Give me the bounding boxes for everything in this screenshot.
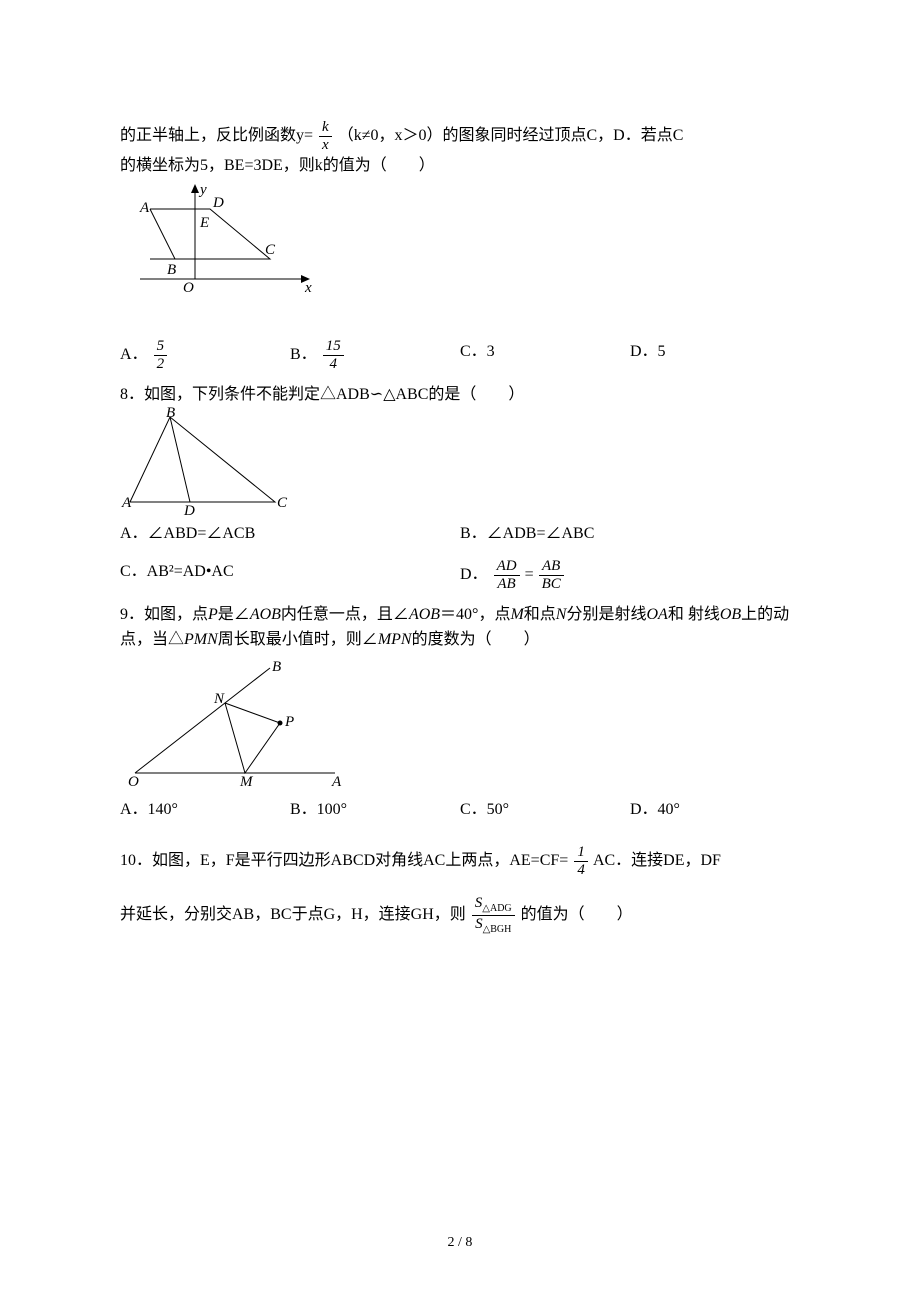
svg-text:E: E xyxy=(199,215,209,231)
svg-text:y: y xyxy=(198,182,207,198)
svg-text:A: A xyxy=(121,495,132,511)
q7-opt-B: B． 15 4 xyxy=(290,339,460,372)
q8-opt-C: C．AB²=AD•AC xyxy=(120,559,460,592)
q8-opt-D: D． AD AB = AB BC xyxy=(460,559,800,592)
q9-diagram: O A B M N P xyxy=(120,653,350,793)
svg-text:D: D xyxy=(212,195,224,211)
q9-opt-B: B．100° xyxy=(290,797,460,823)
q7-options: A． 5 2 B． 15 4 C．3 D．5 xyxy=(120,339,800,372)
q7-text-3: 的横坐标为5，BE=3DE，则k的值为（ ） xyxy=(120,153,800,179)
q7-frac-kx: k x xyxy=(319,120,332,153)
q7-opt-A: A． 5 2 xyxy=(120,339,290,372)
q8-opt-B: B．∠ADB=∠ABC xyxy=(460,521,800,547)
q9-options: A．140° B．100° C．50° D．40° xyxy=(120,797,800,823)
svg-text:B: B xyxy=(166,407,175,421)
q8-options-row2: C．AB²=AD•AC D． AD AB = AB BC xyxy=(120,559,800,592)
q7-text-2: （k≠0，x＞0）的图象同时经过顶点C，D．若点C xyxy=(338,127,684,144)
svg-text:P: P xyxy=(284,714,294,730)
q7-opt-C: C．3 xyxy=(460,339,630,372)
page-footer: 2 / 8 xyxy=(0,1232,920,1254)
svg-text:B: B xyxy=(167,262,176,278)
q9-opt-A: A．140° xyxy=(120,797,290,823)
q7-diagram: y x A D E C B O xyxy=(120,179,320,319)
q10-text-line1: 10．如图，E，F是平行四边形ABCD对角线AC上两点，AE=CF= 1 4 A… xyxy=(120,845,800,878)
svg-text:A: A xyxy=(139,200,150,216)
svg-text:O: O xyxy=(128,774,139,790)
q7-continuation: 的正半轴上，反比例函数y= k x （k≠0，x＞0）的图象同时经过顶点C，D．… xyxy=(120,120,800,179)
svg-text:N: N xyxy=(213,691,225,707)
svg-text:C: C xyxy=(265,242,276,258)
q8-opt-A: A．∠ABD=∠ACB xyxy=(120,521,460,547)
svg-text:D: D xyxy=(183,503,195,517)
q10-text-line2: 并延长，分别交AB，BC于点G，H，连接GH，则 S△ADG S△BGH 的值为… xyxy=(120,896,800,935)
q7-text-1: 的正半轴上，反比例函数y= xyxy=(120,127,313,144)
svg-text:B: B xyxy=(272,659,281,675)
q9-opt-D: D．40° xyxy=(630,797,800,823)
svg-text:C: C xyxy=(277,495,288,511)
q9-text: 9．如图，点P是∠AOB内任意一点，且∠AOB＝40°，点M和点N分别是射线OA… xyxy=(120,602,800,653)
svg-text:x: x xyxy=(304,280,312,296)
q8-text: 8．如图，下列条件不能判定△ADB∽△ABC的是（ ） xyxy=(120,382,800,408)
svg-text:O: O xyxy=(183,280,194,296)
q8-options: A．∠ABD=∠ACB B．∠ADB=∠ABC xyxy=(120,521,800,547)
q7-opt-D: D．5 xyxy=(630,339,800,372)
q9-opt-C: C．50° xyxy=(460,797,630,823)
q8-diagram: A B C D xyxy=(120,407,290,517)
svg-text:M: M xyxy=(239,774,254,790)
svg-text:A: A xyxy=(331,774,342,790)
